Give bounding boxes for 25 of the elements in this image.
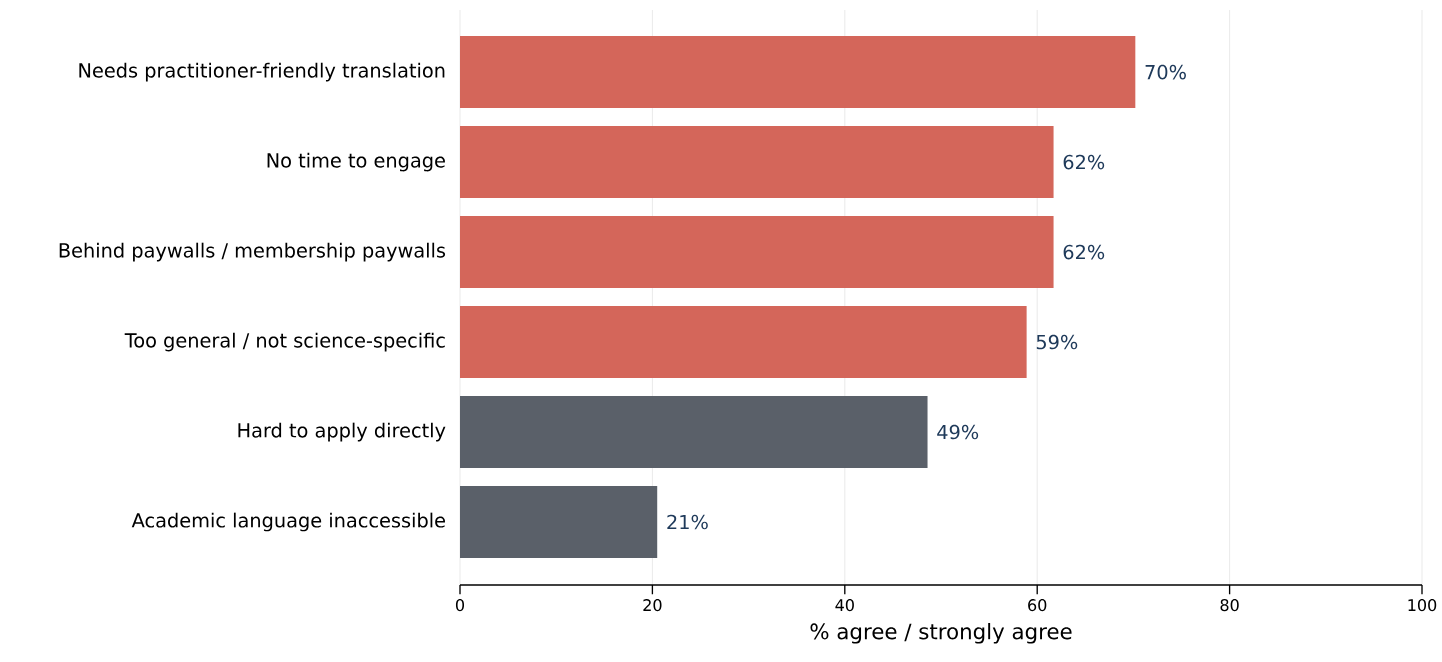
- x-tick-label: 80: [1220, 599, 1239, 612]
- x-tick-label: 0: [455, 599, 465, 612]
- bar: [460, 36, 1136, 109]
- bar: [460, 126, 1054, 199]
- bar: [460, 216, 1054, 289]
- data-label: 70%: [1145, 64, 1186, 80]
- data-label: 21%: [667, 514, 708, 530]
- x-tick-label: 20: [643, 599, 662, 612]
- x-axis-title: % agree / strongly agree: [810, 622, 1072, 644]
- data-label: 62%: [1063, 244, 1105, 260]
- y-tick-label: Needs practitioner-friendly translation: [79, 62, 445, 82]
- data-label: 59%: [1036, 334, 1078, 350]
- data-label: 49%: [937, 424, 979, 440]
- x-tick-label: 40: [835, 599, 854, 612]
- data-label: 62%: [1063, 154, 1105, 170]
- bar: [460, 396, 928, 469]
- bar: [460, 306, 1027, 379]
- x-tick-label: 60: [1028, 599, 1047, 612]
- y-tick-label: Academic language inaccessible: [131, 512, 445, 532]
- x-tick-label: 100: [1408, 599, 1437, 612]
- y-tick-label: Behind paywalls / membership paywalls: [59, 242, 446, 262]
- bar: [460, 486, 658, 559]
- y-tick-label: Too general / not science-specific: [124, 332, 445, 352]
- y-tick-label: No time to engage: [267, 152, 445, 172]
- y-tick-label: Hard to apply directly: [238, 422, 446, 442]
